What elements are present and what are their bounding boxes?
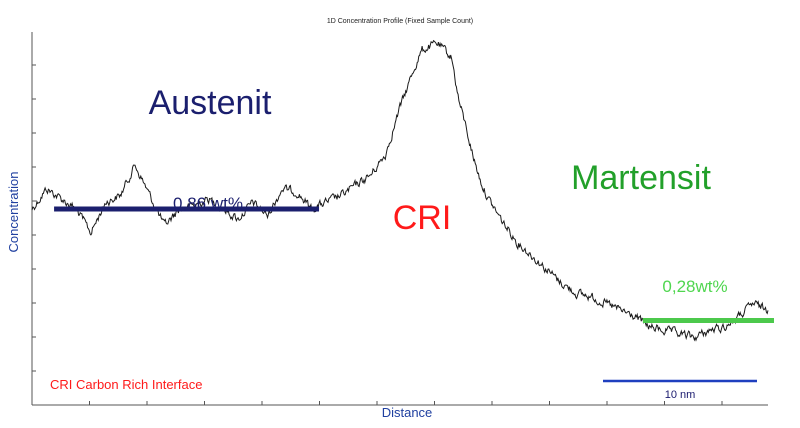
martensite-concentration-label: 0,28wt% <box>662 277 727 296</box>
x-axis-label: Distance <box>382 405 433 420</box>
martensite-label: Martensit <box>571 159 711 197</box>
x-axis-ticks <box>31 401 723 405</box>
scale-bar-label: 10 nm <box>665 389 696 401</box>
austenite-label: Austenit <box>149 84 272 122</box>
austenite-concentration-label: 0,86 wt% <box>173 194 243 213</box>
y-axis-ticks <box>32 64 36 406</box>
cri-label: CRI <box>393 199 452 237</box>
cri-definition-note: CRI Carbon Rich Interface <box>50 377 202 392</box>
chart-title: 1D Concentration Profile (Fixed Sample C… <box>327 18 473 25</box>
y-axis-label: Concentration <box>6 172 21 253</box>
